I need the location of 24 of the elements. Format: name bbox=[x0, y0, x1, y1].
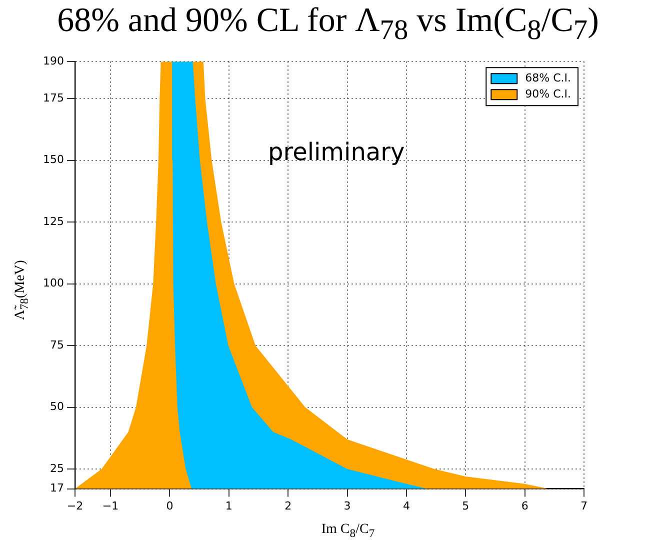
annotation: preliminary bbox=[268, 138, 405, 166]
y-tick-label: 100 bbox=[42, 276, 64, 290]
x-tick-label: −2 bbox=[66, 499, 84, 512]
y-tick-label: 175 bbox=[42, 92, 64, 104]
y-tick-label: 75 bbox=[50, 338, 64, 352]
x-tick-label: 7 bbox=[580, 499, 588, 512]
x-tick-label: 2 bbox=[284, 499, 292, 512]
x-axis-title: Im C$_{8}$/C$_{7}$ bbox=[320, 522, 376, 540]
x-tick-label: 4 bbox=[402, 499, 410, 512]
legend-label: 90% C.I. bbox=[525, 87, 572, 100]
y-tick-label: 125 bbox=[42, 214, 64, 228]
y-tick-label: 150 bbox=[42, 153, 64, 166]
chart-title: 68% and 90% CL for Λ$_{78}$ vs Im(C$_{8}$/C$_{7}$) bbox=[56, 2, 600, 47]
y-tick-label: 17 bbox=[50, 482, 64, 495]
legend-label: 68% C.I. bbox=[525, 71, 572, 84]
x-tick-label: 6 bbox=[521, 499, 528, 512]
x-tick-label: −1 bbox=[102, 499, 119, 512]
x-tick-label: 0 bbox=[166, 499, 174, 512]
y-tick-label: 190 bbox=[42, 54, 64, 68]
x-tick-label: 5 bbox=[462, 499, 470, 512]
y-tick-label: 50 bbox=[50, 400, 64, 414]
y-tick-label: 25 bbox=[50, 462, 64, 475]
x-tick-label: 1 bbox=[225, 499, 232, 512]
x-tick-label: 3 bbox=[344, 499, 351, 512]
